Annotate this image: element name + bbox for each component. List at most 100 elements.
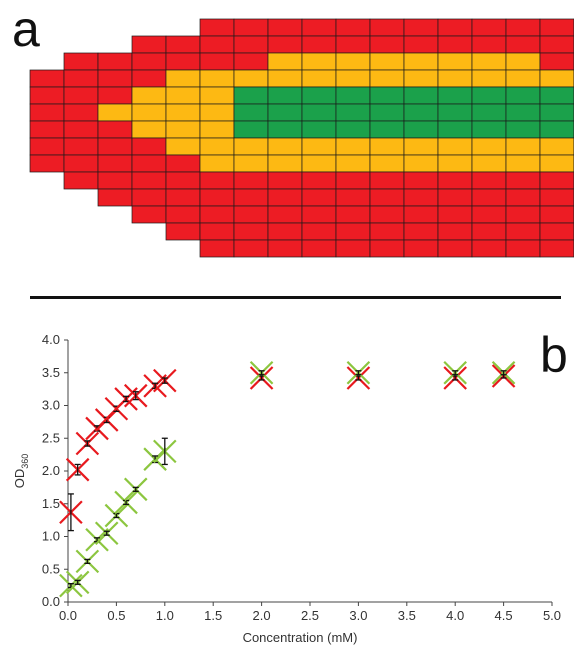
grid-cell xyxy=(539,188,574,207)
grid-cell xyxy=(131,205,167,224)
error-bar xyxy=(161,377,168,384)
grid-cell xyxy=(199,239,235,258)
grid-cell xyxy=(267,69,303,88)
grid-cell xyxy=(233,188,269,207)
grid-cell xyxy=(29,120,65,139)
data-point-series-2 xyxy=(75,549,100,574)
grid-cell xyxy=(233,86,269,105)
grid-cell xyxy=(505,86,541,105)
grid-cell xyxy=(233,171,269,190)
error-bar xyxy=(113,512,120,519)
grid-cell xyxy=(471,35,507,54)
grid-cell xyxy=(505,239,541,258)
y-tick-label: 2.0 xyxy=(42,463,60,478)
grid-cell xyxy=(301,205,337,224)
grid-cell xyxy=(165,69,201,88)
grid-cell xyxy=(369,171,405,190)
grid-cell xyxy=(301,171,337,190)
x-tick-label: 0.5 xyxy=(107,608,125,623)
grid-cell xyxy=(165,154,201,173)
grid-cell xyxy=(97,120,133,139)
grid-cell xyxy=(29,103,65,122)
grid-cell xyxy=(437,103,473,122)
data-point-series-2 xyxy=(443,360,467,385)
grid-cell xyxy=(97,154,133,173)
grid-cell xyxy=(539,137,574,156)
scatter-chart: 0.0 0.5 1.0 1.5 2.0 2.5 3.0 3.5 4.0 0.0 0.5 1.0 1.5 2… xyxy=(12,332,561,645)
grid-cell xyxy=(403,137,439,156)
grid-cell xyxy=(437,18,473,37)
grid-cell xyxy=(403,171,439,190)
grid-cell xyxy=(267,171,303,190)
error-bar xyxy=(84,558,91,565)
y-tick-label: 1.0 xyxy=(42,529,60,544)
grid-cell xyxy=(369,205,405,224)
grid-cell xyxy=(369,86,405,105)
grid-cell xyxy=(301,239,337,258)
grid-cell xyxy=(471,120,507,139)
grid-cell xyxy=(301,103,337,122)
grid-cell xyxy=(471,154,507,173)
x-axis-title: Concentration (mM) xyxy=(243,630,358,645)
grid-cell xyxy=(301,188,337,207)
grid-cell xyxy=(131,137,167,156)
data-point-series-1 xyxy=(75,431,100,456)
grid-cell xyxy=(301,120,337,139)
panel-divider xyxy=(30,296,561,299)
grid-cell xyxy=(403,86,439,105)
grid-cell xyxy=(267,222,303,241)
grid-cell xyxy=(335,137,371,156)
grid-cell xyxy=(131,86,167,105)
grid-cell xyxy=(63,171,99,190)
panel-b-label: b xyxy=(540,327,568,383)
grid-cell xyxy=(335,18,371,37)
x-tick-label: 4.5 xyxy=(495,608,513,623)
error-bar xyxy=(355,370,362,376)
grid-cell xyxy=(301,222,337,241)
grid-cell xyxy=(403,35,439,54)
grid-cell xyxy=(233,137,269,156)
grid-cell xyxy=(233,18,269,37)
grid-cell xyxy=(437,239,473,258)
grid-cell xyxy=(471,188,507,207)
grid-cell xyxy=(335,154,371,173)
data-point-series-2 xyxy=(65,570,90,595)
error-bar xyxy=(500,370,507,376)
grid-cell xyxy=(335,69,371,88)
grid-cell xyxy=(63,120,99,139)
grid-cell xyxy=(505,205,541,224)
error-bar xyxy=(103,530,110,536)
grid-cell xyxy=(471,103,507,122)
grid-cell xyxy=(369,222,405,241)
data-point-series-1 xyxy=(59,493,83,532)
y-tick-label: 3.0 xyxy=(42,398,60,413)
grid-cell xyxy=(369,154,405,173)
grid-cell xyxy=(335,239,371,258)
grid-cell xyxy=(471,86,507,105)
data-point-series-2 xyxy=(59,573,83,598)
grid-cell xyxy=(233,205,269,224)
grid-cell xyxy=(505,52,541,71)
data-point-series-2 xyxy=(143,447,167,471)
x-tick-label: 4.0 xyxy=(446,608,464,623)
grid-cell xyxy=(29,86,65,105)
grid-cell xyxy=(437,154,473,173)
grid-cell xyxy=(267,205,303,224)
grid-cell xyxy=(131,171,167,190)
grid-cell xyxy=(369,103,405,122)
grid-cell xyxy=(267,239,303,258)
grid-cell xyxy=(233,154,269,173)
grid-cell xyxy=(471,18,507,37)
x-tick-label: 1.0 xyxy=(156,608,174,623)
grid-cell xyxy=(301,69,337,88)
data-point-series-2 xyxy=(153,437,177,466)
grid-cell xyxy=(539,18,574,37)
grid-cell xyxy=(369,120,405,139)
grid-cell xyxy=(233,69,269,88)
grid-cell xyxy=(437,171,473,190)
grid-cell xyxy=(267,154,303,173)
error-bar xyxy=(132,391,139,401)
grid-cell xyxy=(471,205,507,224)
grid-cell xyxy=(505,103,541,122)
grid-cell xyxy=(97,103,133,122)
